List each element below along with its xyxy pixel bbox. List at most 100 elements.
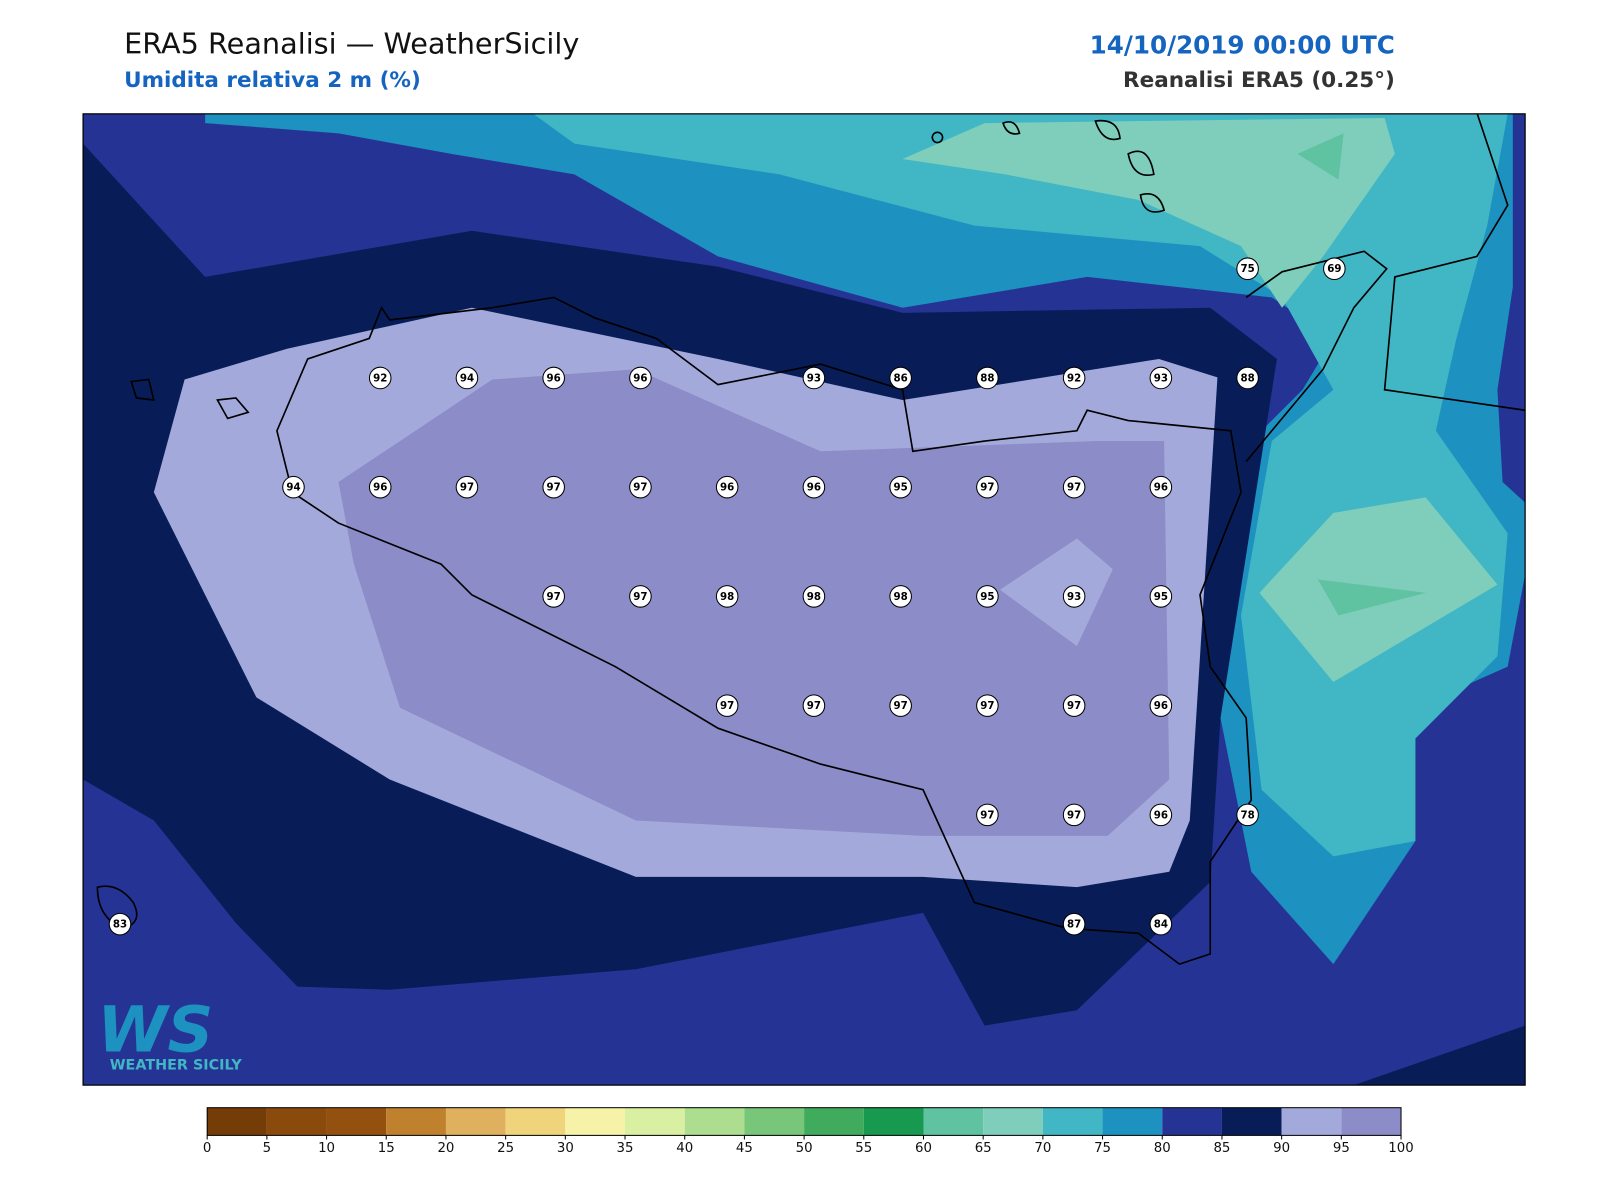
station-marker xyxy=(282,475,305,499)
station-value: 96 xyxy=(720,482,734,494)
station-value: 95 xyxy=(894,482,908,494)
station-marker xyxy=(1149,366,1173,390)
station-marker xyxy=(976,366,999,390)
station-value: 84 xyxy=(1154,919,1168,931)
station-marker xyxy=(802,366,826,390)
contour-60-65 xyxy=(1317,579,1426,616)
station-value: 96 xyxy=(547,372,561,384)
colorbar-tick-label: 15 xyxy=(378,1141,395,1156)
station-marker xyxy=(1236,257,1259,280)
source: Reanalisi ERA5 (0.25°) xyxy=(1123,68,1395,93)
station-marker xyxy=(802,585,826,608)
colorbar-tick-label: 20 xyxy=(437,1141,454,1156)
colorbar-cell xyxy=(684,1107,745,1136)
title: ERA5 Reanalisi — WeatherSicily xyxy=(124,26,579,60)
station-labels: 75 69 92 94 96 96 93 86 88 92 93 88 94 96 97 97 97 96 96 95… xyxy=(108,257,1346,936)
colorbar-cell xyxy=(1042,1107,1103,1136)
station-marker xyxy=(108,912,132,936)
station-value: 93 xyxy=(1154,372,1168,384)
station-marker xyxy=(1062,366,1086,390)
station-value: 97 xyxy=(807,700,821,712)
calabria-coast xyxy=(1383,113,1526,412)
colorbar: 0 5 10 15 20 25 30 35 40 45 50 55 60 65 70 75 80 85 90 95 10… xyxy=(203,1107,1414,1156)
station-marker xyxy=(368,475,392,499)
logo-name: WEATHER SICILY xyxy=(110,1058,243,1074)
station-marker xyxy=(889,475,912,499)
station-marker xyxy=(715,694,739,717)
station-marker xyxy=(802,694,826,717)
station-value: 87 xyxy=(1067,919,1081,931)
colorbar-cell xyxy=(1281,1107,1342,1136)
logo: WS WEATHER SICILY xyxy=(97,992,242,1073)
station-marker xyxy=(629,585,652,608)
station-value: 95 xyxy=(1154,591,1168,603)
station-value: 97 xyxy=(980,700,994,712)
station-value: 97 xyxy=(1067,809,1081,821)
station-marker xyxy=(542,585,565,608)
station-value: 98 xyxy=(720,591,734,603)
station-value: 86 xyxy=(894,372,908,384)
colorbar-tick-label: 60 xyxy=(915,1141,932,1156)
station-value: 93 xyxy=(807,372,821,384)
contour-70-75 xyxy=(533,113,1508,857)
colorbar-tick-label: 85 xyxy=(1213,1141,1230,1156)
colorbar-cell xyxy=(207,1107,267,1136)
station-value: 96 xyxy=(1154,809,1168,821)
station-value: 94 xyxy=(286,482,300,494)
station-value: 96 xyxy=(807,482,821,494)
station-value: 98 xyxy=(807,591,821,603)
colorbar-tick-label: 50 xyxy=(796,1141,813,1156)
colorbar-tick-label: 25 xyxy=(497,1141,514,1156)
island xyxy=(216,397,250,420)
colorbar-cell xyxy=(625,1107,685,1136)
subtitle: Umidita relativa 2 m (%) xyxy=(124,68,421,93)
contour-60-65 xyxy=(1297,133,1344,180)
station-value: 88 xyxy=(1240,372,1254,384)
colorbar-tick-label: 5 xyxy=(263,1141,271,1156)
station-marker xyxy=(1149,912,1173,936)
station-value: 96 xyxy=(373,482,387,494)
colorbar-tick-label: 35 xyxy=(617,1141,634,1156)
station-marker xyxy=(1149,694,1173,717)
sicily-coast xyxy=(276,296,1253,966)
colorbar-cell xyxy=(505,1107,566,1136)
station-value: 78 xyxy=(1240,809,1254,821)
station-value: 97 xyxy=(1067,482,1081,494)
station-marker xyxy=(802,475,826,499)
station-marker xyxy=(976,803,999,827)
colorbar-tick-label: 30 xyxy=(557,1141,574,1156)
station-marker xyxy=(976,475,999,499)
colorbar-cell xyxy=(1102,1107,1163,1136)
map-frame xyxy=(82,113,1526,1086)
colorbar-cell xyxy=(804,1107,864,1136)
station-marker xyxy=(1149,475,1173,499)
island xyxy=(1002,120,1021,135)
station-marker xyxy=(1062,803,1086,827)
station-value: 97 xyxy=(980,482,994,494)
station-value: 96 xyxy=(1154,700,1168,712)
station-value: 97 xyxy=(547,591,561,603)
colorbar-cell xyxy=(744,1107,805,1136)
contour-90-95 xyxy=(1000,538,1113,647)
calabria-coast xyxy=(1245,250,1388,463)
date: 14/10/2019 00:00 UTC xyxy=(1090,30,1395,59)
station-marker xyxy=(1149,803,1173,827)
contour-map: 75 69 92 94 96 96 93 86 88 92 93 88 94 96 97 97 97 96 96 95… xyxy=(83,113,1526,1086)
station-marker xyxy=(1236,803,1259,827)
colorbar-cell xyxy=(1162,1107,1222,1136)
colorbar-cell xyxy=(863,1107,924,1136)
colorbar-cell xyxy=(266,1107,327,1136)
station-marker xyxy=(629,475,652,499)
colorbar-tick-label: 40 xyxy=(676,1141,693,1156)
station-marker xyxy=(1062,694,1086,717)
station-value: 93 xyxy=(1067,591,1081,603)
colorbar-tick-label: 90 xyxy=(1273,1141,1290,1156)
station-marker xyxy=(542,475,565,499)
station-marker xyxy=(889,366,912,390)
colorbar-cell xyxy=(326,1107,387,1136)
island xyxy=(931,131,944,144)
station-value: 97 xyxy=(633,482,647,494)
station-marker xyxy=(715,585,739,608)
colorbar-cell xyxy=(386,1107,446,1136)
